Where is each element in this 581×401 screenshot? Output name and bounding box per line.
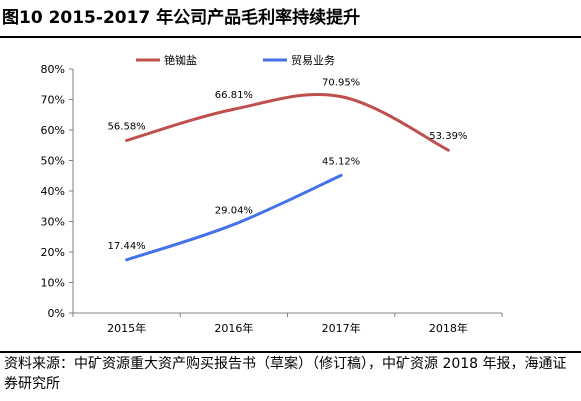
legend-label: 贸易业务	[291, 54, 335, 67]
data-label: 29.04%	[215, 205, 253, 216]
y-tick-label: 20%	[41, 246, 65, 259]
data-label: 66.81%	[215, 90, 253, 101]
data-label: 45.12%	[322, 156, 360, 167]
x-tick-label: 2015年	[107, 321, 146, 335]
legend-label: 铯铷盐	[164, 53, 197, 67]
x-tick-label: 2017年	[322, 321, 361, 335]
margin-line-chart: 0% 10% 20% 30% 40% 50% 60% 70% 80% 2015年 2016年 2017…	[41, 53, 503, 335]
y-tick-label: 60%	[41, 124, 65, 137]
y-tick-label: 10%	[41, 277, 65, 290]
x-tick-label: 2016年	[214, 321, 253, 335]
x-tick-label: 2018年	[429, 321, 468, 335]
title-divider	[0, 36, 581, 38]
series-line-1	[125, 92, 450, 152]
y-tick-label: 50%	[41, 155, 65, 168]
y-tick-label: 70%	[41, 94, 65, 107]
data-label: 70.95%	[322, 78, 360, 89]
y-tick-label: 30%	[41, 216, 65, 229]
figure-title: 图10 2015-2017 年公司产品毛利率持续提升	[2, 8, 361, 28]
y-tick-label: 0%	[48, 307, 65, 320]
source-note: 资料来源：中矿资源重大资产购买报告书（草案）（修订稿），中矿资源 2018 年报…	[4, 356, 567, 392]
data-label: 53.39%	[429, 131, 467, 142]
data-label: 17.44%	[108, 241, 146, 252]
series-line-2	[125, 173, 343, 262]
data-label: 56.58%	[108, 121, 146, 132]
y-tick-label: 40%	[41, 185, 65, 198]
source-divider	[0, 351, 581, 353]
y-tick-label: 80%	[41, 63, 65, 76]
